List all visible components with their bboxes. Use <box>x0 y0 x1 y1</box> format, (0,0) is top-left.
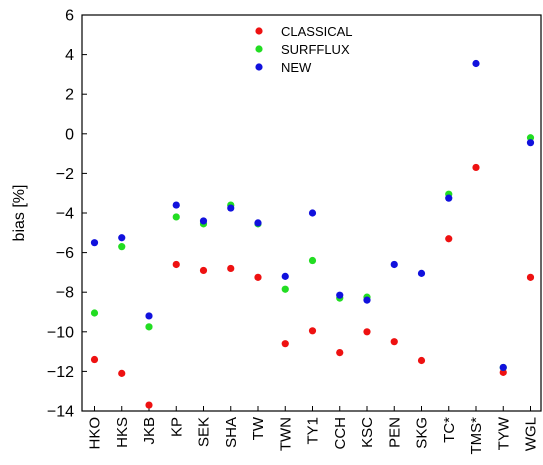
x-tick-label: TYW <box>495 416 512 450</box>
x-tick-label: TMS* <box>468 417 485 455</box>
data-point <box>499 368 507 376</box>
data-point <box>172 213 180 221</box>
data-point <box>526 273 535 281</box>
series-new <box>90 59 535 372</box>
data-point <box>254 219 262 227</box>
x-axis: HKO HKS JKB KP SEK SHA TW TWN TY1 CCH KSC PEN SKG TC*… <box>87 406 540 455</box>
x-tick-label: CCH <box>332 417 349 450</box>
x-tick-label: SKG <box>414 417 431 449</box>
data-point <box>172 201 180 209</box>
data-point <box>281 340 289 348</box>
x-tick-label: KP <box>168 417 185 437</box>
y-tick-label: −8 <box>56 285 74 302</box>
y-tick-label: 2 <box>65 87 74 104</box>
data-point <box>336 348 344 357</box>
data-point <box>363 328 371 336</box>
data-point <box>417 356 426 365</box>
legend-marker <box>255 63 263 71</box>
y-tick-label: −4 <box>56 206 74 223</box>
data-point <box>199 217 208 225</box>
data-point <box>145 323 153 331</box>
x-tick-label: PEN <box>386 417 403 448</box>
data-point <box>417 269 426 277</box>
x-tick-label: HKO <box>87 417 104 450</box>
legend-label: SURFFLUX <box>281 42 350 57</box>
series-classical <box>90 163 535 409</box>
data-point <box>118 243 126 251</box>
data-point <box>281 272 289 280</box>
y-tick-label: 6 <box>65 8 74 25</box>
x-tick-label: SEK <box>196 417 213 447</box>
data-point <box>172 260 180 269</box>
data-point <box>390 260 398 269</box>
data-point <box>526 139 535 147</box>
data-point <box>145 401 153 409</box>
data-point <box>227 204 235 212</box>
data-point <box>445 194 453 202</box>
data-point <box>227 264 235 273</box>
data-point <box>472 163 480 172</box>
data-point <box>445 235 453 243</box>
data-point <box>336 291 344 299</box>
y-tick-label: −10 <box>47 324 74 341</box>
legend-label: CLASSICAL <box>281 24 353 39</box>
data-point <box>199 266 208 275</box>
data-point <box>390 338 398 346</box>
data-points <box>90 59 535 409</box>
y-axis: −14 −12 −10 −8 −6 −4 −2 0 2 4 6 <box>47 8 87 421</box>
x-tick-label: TY1 <box>305 417 322 445</box>
x-tick-label: JKB <box>141 417 158 445</box>
data-point <box>118 234 126 242</box>
data-point <box>90 239 99 247</box>
y-tick-label: −6 <box>56 245 74 262</box>
legend-marker <box>255 27 263 35</box>
data-point <box>499 363 507 372</box>
x-tick-label: SHA <box>223 417 240 448</box>
legend-label: NEW <box>281 60 312 75</box>
data-point <box>308 327 317 335</box>
data-point <box>254 273 262 281</box>
data-point <box>281 285 289 293</box>
x-tick-label: TWN <box>277 417 294 451</box>
legend-marker <box>255 45 263 53</box>
data-point <box>526 134 535 142</box>
x-tick-label: TW <box>250 416 267 440</box>
x-tick-label: HKS <box>114 417 131 448</box>
legend: CLASSICAL SURFFLUX NEW <box>255 24 353 75</box>
x-tick-label: WGL <box>523 417 540 451</box>
y-tick-label: 4 <box>65 47 74 64</box>
y-tick-label: −12 <box>47 364 74 381</box>
data-point <box>472 59 480 68</box>
data-point <box>308 256 317 265</box>
y-tick-label: −14 <box>47 404 74 421</box>
series-surfflux <box>90 134 535 372</box>
x-tick-label: KSC <box>359 417 376 448</box>
y-tick-label: 0 <box>65 126 74 143</box>
y-axis-label: bias [%] <box>11 185 28 242</box>
data-point <box>90 355 99 364</box>
plot-frame <box>81 14 542 412</box>
data-point <box>145 312 153 320</box>
data-point <box>118 369 126 377</box>
data-point <box>90 309 99 317</box>
x-tick-label: TC* <box>441 417 458 443</box>
data-point <box>308 209 317 217</box>
data-point <box>363 296 371 304</box>
y-tick-label: −2 <box>56 166 74 183</box>
